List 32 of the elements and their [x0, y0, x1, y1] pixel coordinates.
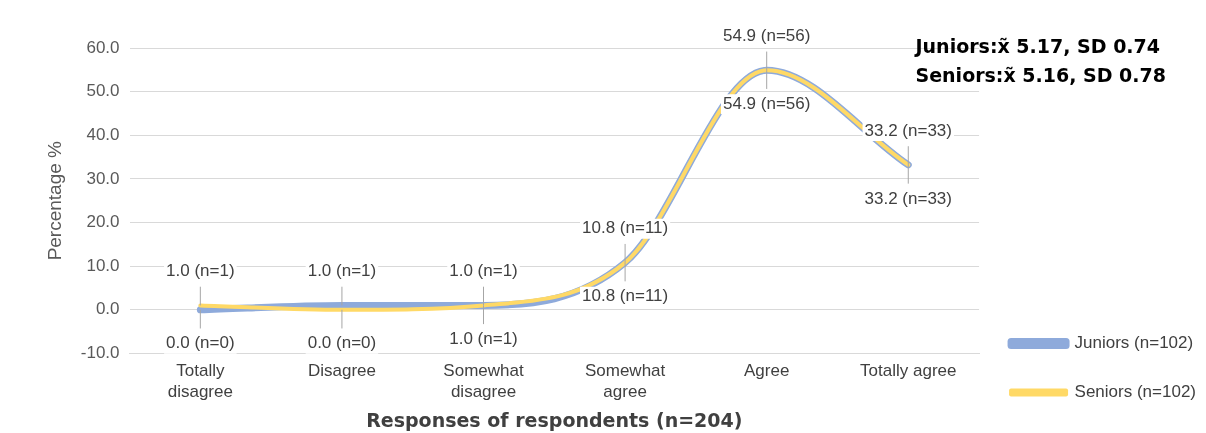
y-axis-title: Percentage %: [43, 140, 65, 261]
x-tick-label: Somewhat agree: [584, 361, 666, 401]
data-label: 33.2 (n=33): [864, 188, 952, 208]
annotation: Juniors:x̃ 5.17, SD 0.74: [915, 34, 1161, 59]
data-label: 54.9 (n=56): [722, 93, 811, 113]
data-label: 1.0 (n=1): [307, 261, 377, 281]
data-label: 1.0 (n=1): [449, 261, 518, 281]
y-tick-label: 50.0: [86, 81, 120, 101]
x-tick-label: Agree: [744, 361, 790, 381]
y-tick-label: 20.0: [86, 212, 120, 232]
y-tick-label: 60.0: [86, 37, 120, 57]
legend-label: Juniors (n=102): [1074, 333, 1194, 353]
y-tick-label: -10.0: [80, 343, 120, 363]
y-tick-label: 40.0: [86, 124, 120, 144]
data-label: 10.8 (n=11): [582, 218, 669, 238]
data-label: 33.2 (n=33): [864, 120, 952, 140]
data-label: 1.0 (n=1): [166, 261, 235, 281]
y-tick-label: 0.0: [95, 299, 120, 319]
x-tick-label: Disagree: [307, 361, 376, 381]
data-label: 1.0 (n=1): [449, 329, 518, 349]
x-tick-label: Somewhat disagree: [443, 361, 524, 401]
data-label: 54.9 (n=56): [722, 25, 811, 45]
legend-label: Seniors (n=102): [1074, 382, 1197, 402]
data-label: 0.0 (n=0): [307, 333, 377, 353]
data-label: 10.8 (n=11): [582, 286, 669, 306]
annotation: Seniors:x̃ 5.16, SD 0.78: [915, 63, 1166, 88]
y-tick-label: 30.0: [86, 168, 120, 188]
x-tick-label: Totally agree: [860, 361, 957, 381]
x-tick-label: Totally disagree: [167, 361, 233, 401]
x-axis-title: Responses of respondents (n=204): [366, 408, 743, 431]
y-tick-label: 10.0: [86, 255, 120, 275]
data-label: 0.0 (n=0): [166, 333, 235, 353]
